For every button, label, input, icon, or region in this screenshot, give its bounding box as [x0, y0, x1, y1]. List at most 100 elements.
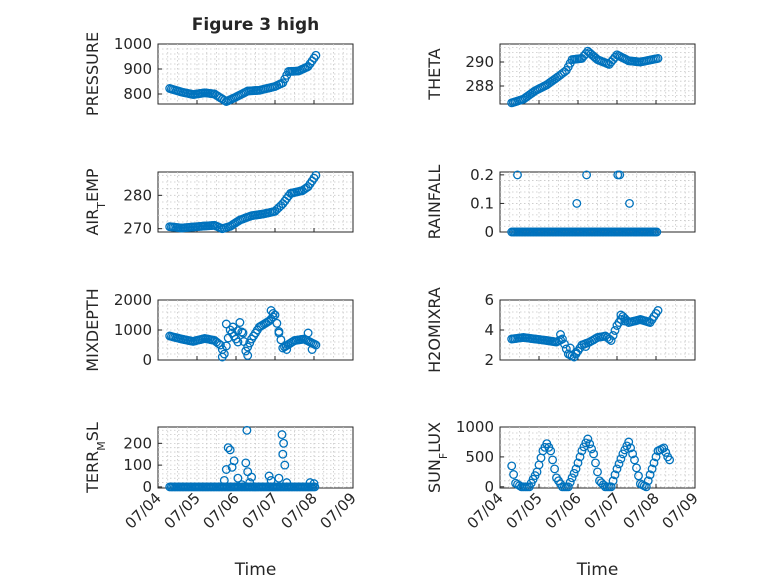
data-point [550, 464, 560, 474]
data-point [311, 50, 321, 60]
data-point [653, 306, 663, 315]
subplot-sun: 0500100007/0407/0507/0607/0707/0807/09SU… [425, 418, 702, 580]
data-point [583, 434, 593, 444]
data-point [229, 456, 239, 466]
data-point [264, 471, 274, 481]
data-point [610, 470, 620, 480]
x-axis-label: Time [234, 560, 277, 580]
data-point [307, 345, 317, 354]
y-axis-label: AIRTEMP [83, 168, 108, 235]
subplot-pressure: 800 900 1000 PRESSURE Figure 3 high [83, 15, 354, 116]
data-point [608, 476, 618, 486]
data-point [278, 449, 288, 459]
data-point [219, 95, 229, 105]
data-point [651, 452, 661, 462]
data-point [237, 327, 247, 337]
y-axis-label: RAINFALL [425, 165, 444, 240]
y-axis-label: TERRMSL [83, 422, 108, 494]
data-point [581, 342, 591, 351]
data-point [513, 170, 522, 180]
data-point [310, 482, 320, 492]
data-point [587, 444, 597, 454]
data-point [233, 337, 243, 347]
data-point [221, 465, 231, 474]
series-markers [507, 46, 663, 108]
data-point [582, 170, 592, 180]
data-point [569, 468, 579, 478]
grid-lines [158, 427, 353, 488]
data-point [616, 454, 626, 464]
subplot-mixdepth: 0 1000 2000 MIXDEPTH [83, 288, 354, 372]
data-point [571, 348, 581, 357]
y-axis-label: SUNFLUX [425, 422, 450, 493]
data-point [647, 464, 657, 474]
axes-box [499, 171, 696, 233]
data-point [243, 351, 253, 360]
data-point [615, 170, 625, 180]
data-point [228, 322, 238, 332]
data-point [242, 425, 252, 435]
data-point [625, 198, 634, 208]
data-point [632, 463, 641, 473]
data-point [616, 310, 626, 320]
data-point [571, 464, 581, 474]
data-point [274, 473, 284, 483]
series-markers [165, 425, 320, 492]
data-point [591, 458, 600, 468]
data-point [282, 345, 292, 354]
data-point [620, 316, 630, 326]
y-tick-label: 0 [484, 223, 494, 241]
data-point [643, 476, 653, 486]
x-tick-label: 07/08 [620, 489, 663, 532]
grid-lines [500, 172, 695, 232]
y-tick-label: 0.2 [470, 166, 494, 184]
y-tick-label: 0 [142, 351, 152, 369]
data-point [557, 334, 567, 344]
y-tick-label: 1000 [114, 35, 152, 53]
data-point [563, 482, 573, 492]
x-axis-label: Time [576, 560, 619, 580]
y-tick-label: 270 [123, 220, 152, 238]
series-markers [507, 306, 663, 362]
data-point [659, 443, 669, 453]
x-tick-label: 07/06 [542, 489, 585, 532]
data-point [274, 328, 284, 338]
subplot-air: 270 280 AIRTEMP [83, 168, 354, 238]
y-tick-label: 0 [484, 478, 494, 496]
y-tick-label: 1000 [456, 418, 494, 436]
series-markers [507, 170, 662, 237]
y-tick-label: 2 [484, 351, 494, 369]
data-point [572, 198, 582, 208]
data-point [630, 455, 639, 465]
data-point [238, 328, 248, 338]
x-tick-label: 07/05 [503, 489, 546, 532]
y-tick-label: 200 [123, 434, 152, 452]
data-point [606, 482, 616, 492]
y-tick-label: 290 [465, 53, 494, 71]
series-markers [507, 434, 675, 492]
data-point [559, 339, 569, 349]
y-tick-label: 1000 [114, 321, 152, 339]
data-point [279, 438, 289, 448]
y-tick-label: 0.1 [470, 194, 494, 212]
data-point [221, 341, 231, 351]
data-point [626, 443, 636, 453]
data-point [509, 470, 519, 479]
data-point [628, 449, 638, 459]
y-axis-label: MIXDEPTH [83, 288, 102, 371]
data-point [585, 439, 595, 449]
subplot-theta: 288 290 THETA [425, 43, 696, 108]
data-point [641, 482, 651, 492]
y-tick-label: 4 [484, 321, 494, 339]
chart-title: Figure 3 high [192, 15, 320, 35]
data-point [634, 471, 643, 481]
x-tick-label: 07/06 [200, 489, 243, 532]
x-tick-label: 07/05 [161, 489, 204, 532]
data-point [565, 343, 575, 353]
series-markers [165, 170, 321, 234]
data-point [223, 443, 233, 453]
subplot-h2omixra: 2 4 6 H2OMIXRA [425, 287, 696, 373]
data-point [567, 473, 577, 483]
